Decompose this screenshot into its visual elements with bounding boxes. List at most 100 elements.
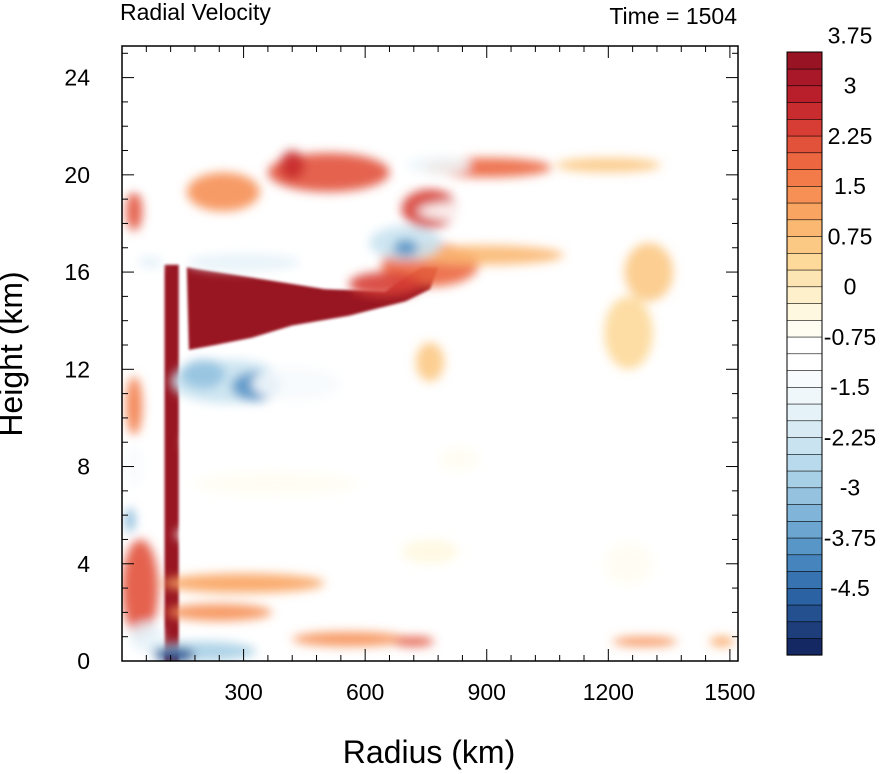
colorbar-label: -3 — [840, 475, 860, 501]
field-blob — [154, 647, 195, 661]
colorbar-frame — [786, 51, 823, 656]
y-tick-label: 16 — [64, 259, 90, 285]
field-blob — [162, 573, 325, 593]
colorbar-segment — [786, 336, 823, 355]
colorbar-segment — [786, 403, 823, 422]
field-blob — [393, 636, 435, 647]
colorbar-label: -3.75 — [824, 525, 876, 551]
field-blob — [417, 199, 597, 224]
field-blob — [555, 157, 661, 173]
field-blob — [393, 239, 418, 257]
x-tick-label: 1200 — [583, 679, 634, 705]
colorbar-label: 1.5 — [834, 173, 866, 199]
field-blob — [251, 366, 341, 401]
field-blob — [186, 172, 260, 212]
field-blob — [292, 631, 406, 647]
field-region — [186, 267, 439, 350]
colorbar-label: 0 — [844, 274, 857, 300]
colorbar-segment — [786, 386, 823, 405]
field-blob — [174, 522, 337, 547]
velocity-field — [122, 150, 734, 661]
field-blob — [280, 150, 305, 180]
field-blob — [125, 507, 135, 533]
field-blob — [126, 191, 143, 231]
colorbar-segment — [786, 420, 823, 438]
field-blob — [138, 256, 163, 269]
colorbar-segment — [786, 436, 823, 455]
colorbar-segment — [786, 51, 823, 70]
colorbar-label: 3 — [844, 73, 857, 99]
x-tick-label: 900 — [468, 679, 506, 705]
diffuse-features — [122, 150, 734, 661]
x-axis-label: Radius (km) — [343, 734, 515, 770]
colorbar-segment — [786, 570, 823, 589]
field-blob — [348, 272, 422, 297]
colorbar-segment — [786, 587, 823, 606]
colorbar-label: -0.75 — [824, 324, 876, 350]
colorbar-segment — [786, 503, 823, 522]
field-blob — [126, 376, 143, 435]
core-features — [164, 264, 439, 661]
field-blob — [409, 245, 564, 265]
field-blob — [182, 430, 329, 455]
colorbar-segment — [786, 353, 823, 371]
y-axis-label: Height (km) — [0, 271, 29, 436]
x-tick-label: 600 — [346, 679, 384, 705]
colorbar-label: 0.75 — [828, 223, 873, 249]
colorbar-segment — [786, 520, 823, 539]
colorbar-segment — [786, 554, 823, 572]
colorbar-label: 2.25 — [828, 123, 873, 149]
field-blob — [612, 636, 678, 647]
colorbar-segment — [786, 369, 823, 388]
colorbar-segment — [786, 219, 823, 237]
colorbar-segment — [786, 269, 823, 288]
colorbar-segment — [786, 302, 823, 321]
colorbar-label: 3.75 — [828, 22, 873, 48]
plot-frame — [121, 45, 739, 662]
field-blob — [130, 622, 163, 652]
colorbar-segment — [786, 85, 823, 103]
colorbar-segment — [786, 168, 823, 187]
y-tick-label: 24 — [64, 65, 90, 91]
field-blob — [709, 636, 734, 647]
colorbar-segment — [786, 252, 823, 271]
y-tick-label: 8 — [77, 454, 90, 480]
x-axis-ticks: 300 600 900 1200 1500 — [145, 46, 755, 705]
field-blob — [126, 444, 143, 489]
field-blob — [180, 359, 226, 389]
colorbar-segment — [786, 68, 823, 87]
field-blob — [604, 296, 653, 370]
y-tick-label: 0 — [77, 648, 90, 674]
colorbar-segment — [786, 286, 823, 304]
field-blob — [194, 471, 358, 496]
chart-title: Radial Velocity — [120, 0, 271, 25]
field-blob — [405, 155, 471, 175]
colorbar-label: -1.5 — [830, 374, 870, 400]
field-blob — [415, 342, 445, 382]
colorbar-label: -2.25 — [824, 424, 876, 450]
field-blob — [126, 269, 139, 333]
colorbar-segment — [786, 470, 823, 489]
colorbar-segment — [786, 118, 823, 137]
colorbar-segment — [786, 487, 823, 505]
time-label: Time = 1504 — [609, 3, 737, 29]
field-blob — [186, 253, 301, 271]
colorbar-segment — [786, 637, 823, 656]
y-tick-label: 20 — [64, 162, 90, 188]
colorbar-segment — [786, 453, 823, 472]
y-tick-label: 12 — [64, 356, 90, 382]
colorbar-segment — [786, 537, 823, 556]
colorbar-segment — [786, 621, 823, 639]
colorbar-segment — [786, 135, 823, 154]
colorbar-label: -4.5 — [830, 575, 870, 601]
field-blob — [604, 541, 653, 586]
x-tick-label: 300 — [224, 679, 262, 705]
field-blob — [624, 242, 674, 302]
colorbar-segment — [786, 152, 823, 170]
colorbar-segment — [786, 101, 823, 120]
field-blob — [128, 155, 145, 185]
colorbar-segment — [786, 604, 823, 623]
colorbar-segment — [786, 235, 823, 254]
colorbar-segment — [786, 319, 823, 338]
